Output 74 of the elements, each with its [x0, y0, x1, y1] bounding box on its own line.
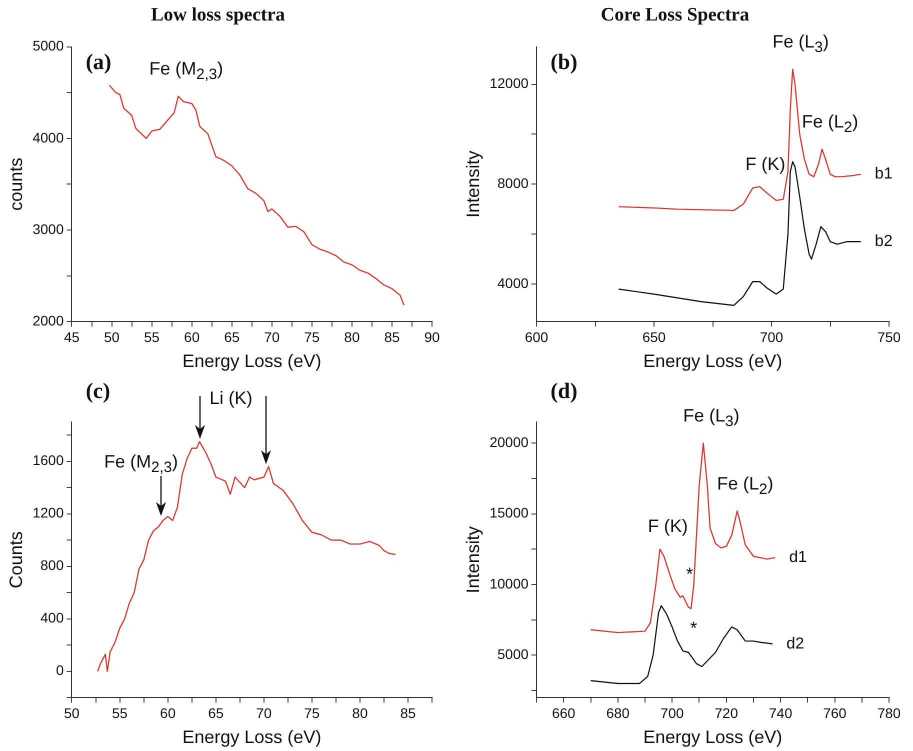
x-tick-label: 60 — [184, 328, 200, 345]
annotation: Fe (M$_{2,3}$) — [104, 452, 178, 476]
x-tick-label: 55 — [144, 328, 160, 345]
series-label: b1 — [874, 166, 893, 183]
x-tick-label: 720 — [714, 704, 738, 721]
x-axis-title: Energy Loss (eV) — [643, 351, 782, 372]
series-label: b2 — [874, 233, 893, 250]
y-tick-label: 0 — [56, 662, 64, 678]
y-tick-label: 3000 — [32, 220, 64, 237]
text: (d) — [550, 378, 578, 403]
x-tick-label: 45 — [64, 328, 80, 345]
y-tick-label: 10000 — [490, 575, 529, 592]
x-tick-label: 700 — [760, 328, 784, 345]
y-tick-label: 2000 — [32, 312, 64, 328]
y-tick-label: 1200 — [32, 504, 64, 521]
y-tick-label: 4000 — [32, 129, 64, 146]
series-label: d2 — [786, 635, 804, 652]
x-tick-label: 75 — [304, 704, 320, 721]
y-tick-label: 20000 — [490, 434, 529, 450]
y-axis-title: Intensity — [462, 526, 483, 594]
y-tick-label: 5000 — [32, 38, 64, 54]
x-tick-label: 85 — [384, 328, 400, 345]
annotation: * — [690, 618, 698, 638]
y-tick-label: 400 — [40, 610, 64, 626]
annotation: Fe (L$_{3}$) — [683, 406, 740, 430]
x-tick-label: 75 — [304, 328, 320, 345]
annotation: Fe (L$_{2}$) — [716, 473, 774, 498]
text: (c) — [86, 378, 110, 403]
y-axis-title: Counts — [6, 531, 26, 588]
annotation: F (K) — [648, 516, 688, 536]
y-tick-label: 15000 — [490, 504, 529, 521]
y-tick-label: 4000 — [497, 274, 529, 291]
x-tick-label: 50 — [64, 704, 80, 721]
x-tick-label: 90 — [424, 328, 440, 345]
chart-title: Core Loss Spectra — [600, 4, 750, 26]
x-tick-label: 85 — [400, 704, 416, 721]
x-tick-label: 650 — [642, 328, 666, 345]
x-tick-label: 700 — [660, 704, 684, 721]
y-tick-label: 8000 — [497, 175, 529, 192]
x-tick-label: 60 — [160, 704, 176, 721]
x-tick-label: 65 — [224, 328, 240, 345]
annotation: (b) — [550, 48, 578, 74]
annotation: Fe (M$_{2,3}$) — [149, 58, 224, 84]
x-tick-label: 600 — [524, 328, 548, 345]
x-tick-label: 55 — [112, 704, 128, 721]
annotation: * — [686, 564, 694, 584]
y-axis-title: counts — [6, 158, 26, 211]
y-tick-label: 5000 — [497, 646, 529, 662]
annotation: (a) — [86, 48, 112, 74]
x-tick-label: 660 — [552, 704, 576, 721]
x-tick-label: 80 — [344, 328, 360, 345]
x-tick-label: 680 — [606, 704, 630, 721]
x-tick-label: 740 — [768, 704, 792, 721]
x-tick-label: 760 — [823, 704, 847, 721]
x-tick-label: 70 — [264, 328, 280, 345]
x-tick-label: 65 — [208, 704, 224, 721]
x-tick-label: 50 — [104, 328, 120, 345]
x-axis-title: Energy Loss (eV) — [182, 727, 322, 748]
annotation: Li (K) — [210, 388, 253, 408]
x-tick-label: 780 — [877, 704, 901, 721]
y-tick-label: 1600 — [32, 452, 64, 468]
y-tick-label: 800 — [40, 557, 64, 574]
x-axis-title: Energy Loss (eV) — [643, 727, 782, 748]
annotation: F (K) — [745, 154, 786, 174]
annotation: Fe (L$_{3}$) — [772, 32, 829, 56]
y-tick-label: 12000 — [490, 75, 529, 92]
y-axis-title: Intensity — [462, 150, 483, 218]
series-label: d1 — [789, 549, 808, 566]
x-tick-label: 750 — [877, 328, 901, 345]
x-axis-title: Energy Loss (eV) — [182, 351, 322, 372]
annotation: Fe (L$_{2}$) — [802, 112, 858, 136]
chart-title: Low loss spectra — [150, 4, 286, 26]
x-tick-label: 80 — [352, 704, 368, 721]
x-tick-label: 70 — [256, 704, 272, 721]
